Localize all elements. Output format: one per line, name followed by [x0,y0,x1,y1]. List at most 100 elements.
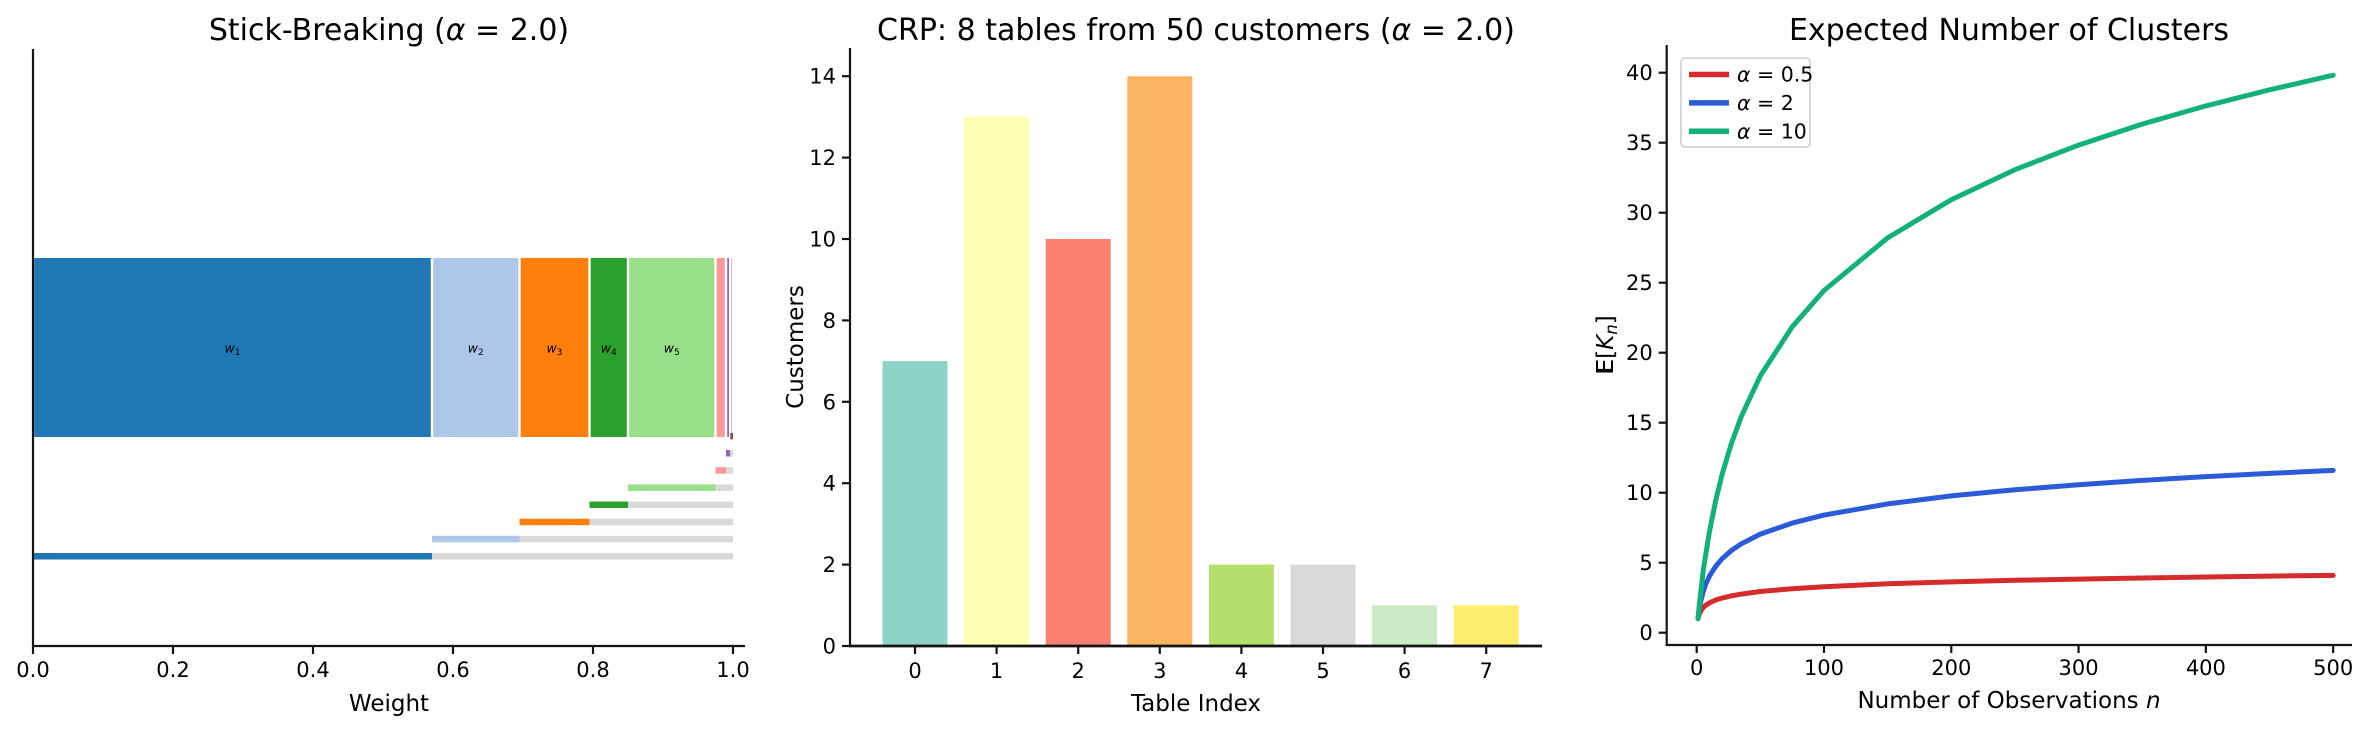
chart-title: Expected Number of Clusters [1789,13,2229,48]
y-tick-label: 10 [1626,481,1653,505]
y-tick-label: 15 [1626,411,1653,435]
y-tick-label: 12 [809,146,836,170]
text-segment: 0.8 [576,658,609,682]
bar-table-5 [1290,564,1356,646]
y-tick-label: 40 [1626,61,1653,85]
text-segment: K [1593,333,1619,350]
text-segment: α [1737,119,1751,143]
y-tick-label: 10 [809,228,836,252]
text-segment: ] [1593,315,1619,324]
stick-weight-segment-7 [727,258,729,437]
chart-stick-breaking: w1 w2 w3 w4 w50.0 0.2 0.4 0.6 0.8 1.0WeightStick-… [16,13,749,717]
bar-table-6 [1372,605,1438,646]
text-segment: w [225,341,236,356]
text-segment: w [664,341,675,356]
text-segment: E [1593,360,1619,375]
legend-item-label-1: α = 2 [1737,91,1794,115]
text-segment: 5 [1316,659,1329,683]
text-segment: 14 [809,65,836,89]
x-tick-label: 0.0 [16,658,49,682]
line-series-α=10 [1695,72,2336,622]
text-segment: 300 [2059,656,2099,680]
text-segment: w [468,341,479,356]
legend-item-label-2: α = 10 [1737,119,1807,143]
text-segment: 0.2 [156,658,189,682]
x-tick-label: 0.6 [436,658,469,682]
break-step-2-remaining [519,535,733,543]
y-tick-label: 2 [823,553,836,577]
bar-table-4 [1208,564,1274,646]
text-segment: 0.4 [296,658,329,682]
stick-weight-label-5: w5 [664,341,680,358]
legend-item-label-0: α = 0.5 [1737,63,1813,87]
legend-box [1680,57,1811,148]
chart-title: Stick-Breaking (α = 2.0) [209,13,569,48]
break-step-6-taken [715,467,726,474]
text-segment: α [446,13,466,48]
text-segment: 1.0 [716,658,749,682]
text-segment: 5 [674,348,680,358]
doublestruck-overlay: E [1593,359,1619,374]
stick-weight-segment-2 [433,258,519,437]
text-segment: 0.0 [16,658,49,682]
stick-weight-segment-6 [716,258,725,437]
break-step-4-taken [589,501,628,508]
x-tick-label: 300 [2059,656,2099,680]
bar-table-2 [1045,239,1111,646]
text-segment: = 2 [1751,91,1794,115]
stick-weight-segment-3 [520,258,589,437]
text-segment: = 2.0) [1411,13,1515,48]
break-step-5-remaining [715,484,733,491]
text-segment: 100 [1804,656,1844,680]
bar-table-7 [1453,605,1519,646]
text-segment: 3 [557,348,563,358]
text-segment: 2 [1072,659,1085,683]
text-segment: 6 [823,390,836,414]
break-step-1-taken [33,553,432,560]
chart-title: CRP: 8 tables from 50 customers (α = 2.0… [877,13,1515,48]
text-segment: 4 [1235,659,1248,683]
break-step-7-remaining [730,450,733,457]
text-segment: Number of Observations [1857,688,2146,714]
break-step-5-taken [628,484,716,491]
legend: α = 0.5 α = 2 α = 10 [1680,57,1813,148]
text-segment: 30 [1626,201,1653,225]
text-segment: 5 [1639,551,1652,575]
text-segment: 3 [1153,659,1166,683]
y-axis-label: EE[Kn] [1593,315,1621,375]
y-axis-label: Customers [783,285,809,409]
y-tick-label: 8 [823,309,836,333]
x-tick-label: 500 [2313,656,2353,680]
text-segment: 0 [908,659,921,683]
line-series-α=0.5 [1695,572,2336,622]
stick-weight-segment-4 [590,258,627,437]
y-tick-label: 25 [1626,271,1653,295]
y-tick-label: 4 [823,472,836,496]
y-tick-label: 14 [809,65,836,89]
x-tick-label: 0.2 [156,658,189,682]
y-tick-label: 35 [1626,131,1653,155]
break-step-6-remaining [726,467,733,474]
break-step-7-taken [726,450,731,457]
text-segment: 1 [235,348,241,358]
text-segment: 400 [2186,656,2226,680]
x-tick-label: 0.8 [576,658,609,682]
text-segment: 200 [1931,656,1971,680]
text-segment: Expected Number of Clusters [1789,13,2229,48]
x-tick-label: 0 [908,659,921,683]
text-segment: w [601,341,612,356]
text-segment: 2 [478,348,484,358]
break-step-4-remaining [628,501,733,508]
x-tick-label: 200 [1931,656,1971,680]
text-segment: 0 [1639,621,1652,645]
line-series-α=2 [1695,467,2336,622]
break-step-3-remaining [589,518,733,526]
text-segment: 35 [1626,131,1653,155]
break-step-1-remaining [432,553,733,560]
text-segment: Table Index [1130,691,1261,717]
x-axis-label: Weight [349,691,429,717]
y-tick-label: 0 [1639,621,1652,645]
stick-weight-segment-5 [629,258,715,437]
